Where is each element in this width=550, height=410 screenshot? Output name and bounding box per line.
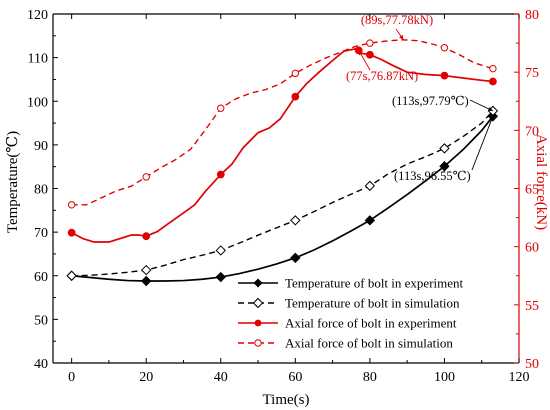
data-point-0: [439, 161, 450, 172]
series-line-2: [71, 48, 493, 243]
data-point-2: [365, 50, 374, 59]
x-tick-label: 80: [363, 370, 377, 385]
series-line-0: [71, 115, 494, 282]
legend-marker-open-circle: [254, 339, 262, 347]
data-point-2: [489, 77, 497, 86]
y-right-tick-label: 70: [525, 124, 539, 139]
legend-item-temp-exp: Temperature of bolt in experiment: [238, 276, 464, 291]
y-left-tick-label: 50: [34, 313, 48, 328]
data-point-0: [215, 271, 226, 283]
y-left-tick-label: 90: [34, 139, 48, 154]
data-point-3: [440, 44, 449, 52]
y-left-tick-label: 60: [34, 270, 48, 285]
data-point-1: [290, 215, 301, 226]
y-left-tick-label: 120: [27, 8, 48, 23]
y-right-tick-label: 75: [525, 66, 539, 81]
y-left-tick-label: 70: [34, 226, 48, 241]
legend-marker-filled-circle: [254, 319, 262, 327]
x-tick-label: 20: [139, 370, 153, 385]
series-line-1: [71, 110, 494, 277]
annotation-label: (89s,77.78kN): [361, 13, 433, 27]
series-lines: [71, 39, 494, 282]
data-point-3: [142, 173, 150, 181]
data-point-2: [440, 71, 449, 80]
data-point-1: [66, 270, 77, 281]
y-right-tick-label: 55: [525, 299, 539, 314]
series-markers: [66, 39, 499, 287]
y-axis-title-right: Axial force(kN): [533, 134, 549, 230]
y-left-tick-label: 80: [34, 183, 48, 198]
x-tick-label: 100: [434, 370, 455, 385]
legend-marker-filled-diamond: [253, 278, 263, 288]
x-tick-label: 0: [68, 370, 75, 385]
y-left-tick-label: 110: [28, 52, 48, 67]
data-point-3: [489, 64, 497, 73]
annotation-arrow: [471, 116, 494, 171]
axes: 0 20 40 60 80 100 1204050607080901001101205055…: [27, 8, 539, 385]
data-point-1: [215, 245, 226, 256]
data-point-3: [67, 201, 76, 209]
arrowhead: [358, 50, 363, 56]
y-right-tick-label: 65: [525, 183, 539, 198]
data-point-3: [291, 69, 300, 78]
legend-label: Temperature of bolt in experiment: [285, 276, 464, 291]
annotations: (89s,77.78kN) (77s,76.87kN) (113s,97.79℃) (…: [346, 13, 494, 183]
annotation-label: (77s,76.87kN): [346, 69, 418, 83]
arrowhead: [487, 106, 493, 111]
data-point-2: [142, 232, 151, 241]
x-tick-label: 60: [288, 370, 302, 385]
data-point-2: [291, 92, 300, 101]
annotation-label: (113s,97.79℃): [392, 94, 469, 108]
y-axis-title-left: Temperature(℃): [5, 131, 21, 233]
data-point-2: [67, 228, 76, 237]
legend: Temperature of bolt in experiment Temper…: [238, 276, 464, 351]
y-left-tick-label: 100: [27, 95, 48, 110]
y-left-tick-label: 40: [34, 357, 48, 372]
data-point-1: [439, 143, 450, 154]
y-right-tick-label: 60: [525, 241, 539, 256]
data-point-3: [366, 39, 374, 47]
data-point-3: [217, 104, 225, 112]
legend-item-temp-sim: Temperature of bolt in simulation: [238, 296, 460, 311]
legend-item-force-exp: Axial force of bolt in experiment: [238, 316, 457, 331]
data-point-0: [364, 215, 376, 226]
data-point-0: [140, 275, 152, 287]
series-line-3: [71, 39, 494, 206]
legend-marker-open-diamond: [252, 297, 264, 309]
arrowhead: [399, 34, 404, 40]
y-right-tick-label: 80: [525, 8, 539, 23]
data-point-1: [140, 264, 152, 276]
arrowhead: [489, 116, 494, 122]
x-axis-title: Time(s): [263, 392, 310, 408]
legend-label: Temperature of bolt in simulation: [285, 296, 460, 311]
data-point-0: [290, 252, 301, 264]
legend-item-force-sim: Axial force of bolt in simulation: [238, 336, 453, 351]
legend-label: Axial force of bolt in simulation: [285, 336, 453, 351]
data-point-2: [216, 170, 225, 179]
x-tick-label: 40: [214, 370, 228, 385]
legend-label: Axial force of bolt in experiment: [285, 316, 457, 331]
x-tick-label: 120: [509, 370, 530, 385]
data-point-1: [364, 180, 376, 192]
y-right-tick-label: 50: [525, 357, 539, 372]
annotation-label: (113s,96.55℃): [394, 169, 471, 183]
